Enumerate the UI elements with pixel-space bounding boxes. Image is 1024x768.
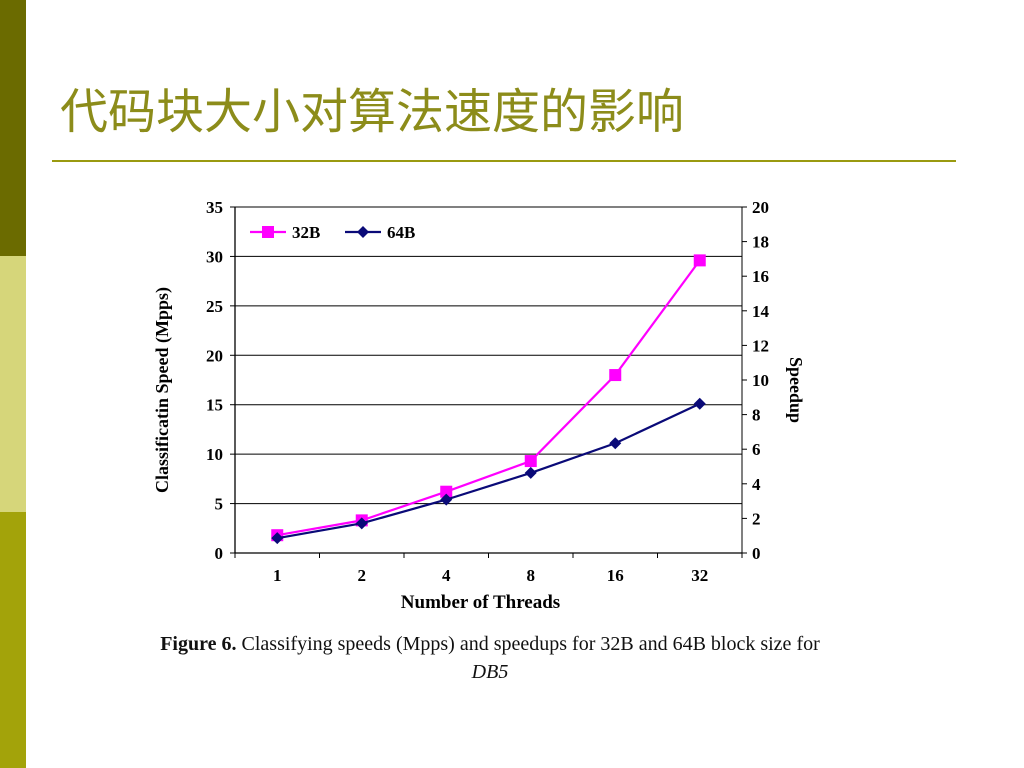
y2-tick-label: 14 — [752, 302, 770, 321]
data-point-64B — [609, 437, 622, 450]
sidebar-segment-bottom — [0, 512, 26, 768]
legend-marker-64B — [357, 226, 369, 238]
y-axis-label: Classificatin Speed (Mpps) — [152, 287, 173, 493]
x-tick-label: 1 — [273, 566, 282, 585]
caption-text: Classifying speeds (Mpps) and speedups f… — [236, 633, 820, 655]
caption-italic: DB5 — [471, 661, 509, 683]
y2-tick-label: 10 — [752, 371, 769, 390]
legend-marker-32B — [262, 226, 274, 238]
y2-tick-label: 20 — [752, 198, 769, 217]
data-point-64B — [271, 532, 284, 545]
data-point-32B — [693, 254, 706, 267]
y-tick-label: 35 — [206, 198, 223, 217]
figure-caption: Figure 6. Classifying speeds (Mpps) and … — [150, 630, 830, 686]
y2-tick-label: 6 — [752, 440, 761, 459]
y2-tick-label: 8 — [752, 406, 761, 425]
y2-tick-label: 0 — [752, 544, 761, 563]
slide-title: 代码块大小对算法速度的影响 — [60, 84, 685, 140]
y2-tick-label: 12 — [752, 336, 769, 355]
x-tick-label: 8 — [527, 566, 536, 585]
y-tick-label: 15 — [206, 396, 223, 415]
y-tick-label: 0 — [215, 544, 224, 563]
legend-label-64B: 64B — [387, 223, 415, 242]
y-tick-label: 5 — [215, 495, 224, 514]
series-line-32B — [277, 259, 701, 537]
y2-axis-label: Speedup — [786, 357, 806, 423]
y2-tick-label: 2 — [752, 509, 761, 528]
x-axis-label: Number of Threads — [401, 592, 560, 613]
x-tick-label: 2 — [358, 566, 367, 585]
data-point-64B — [355, 517, 368, 530]
data-point-32B — [440, 485, 453, 498]
sidebar-segment-top — [0, 0, 26, 256]
caption-label: Figure 6. — [160, 633, 237, 655]
title-underline — [52, 160, 956, 162]
legend-label-32B: 32B — [292, 223, 320, 242]
y-tick-label: 20 — [206, 346, 223, 365]
data-point-64B — [693, 397, 706, 410]
series-line-64B — [277, 402, 701, 540]
y-tick-label: 25 — [206, 297, 223, 316]
y-tick-label: 30 — [206, 247, 223, 266]
data-point-64B — [440, 493, 453, 506]
data-point-32B — [609, 369, 622, 382]
sidebar-decoration — [0, 0, 26, 768]
y2-tick-label: 16 — [752, 267, 769, 286]
x-tick-label: 4 — [442, 566, 451, 585]
data-point-32B — [524, 455, 537, 468]
x-tick-label: 32 — [691, 566, 708, 585]
sidebar-segment-middle — [0, 256, 26, 512]
y-tick-label: 10 — [206, 445, 223, 464]
y2-tick-label: 4 — [752, 475, 761, 494]
x-tick-label: 16 — [607, 566, 624, 585]
data-point-64B — [524, 466, 537, 479]
y2-tick-label: 18 — [752, 233, 769, 252]
